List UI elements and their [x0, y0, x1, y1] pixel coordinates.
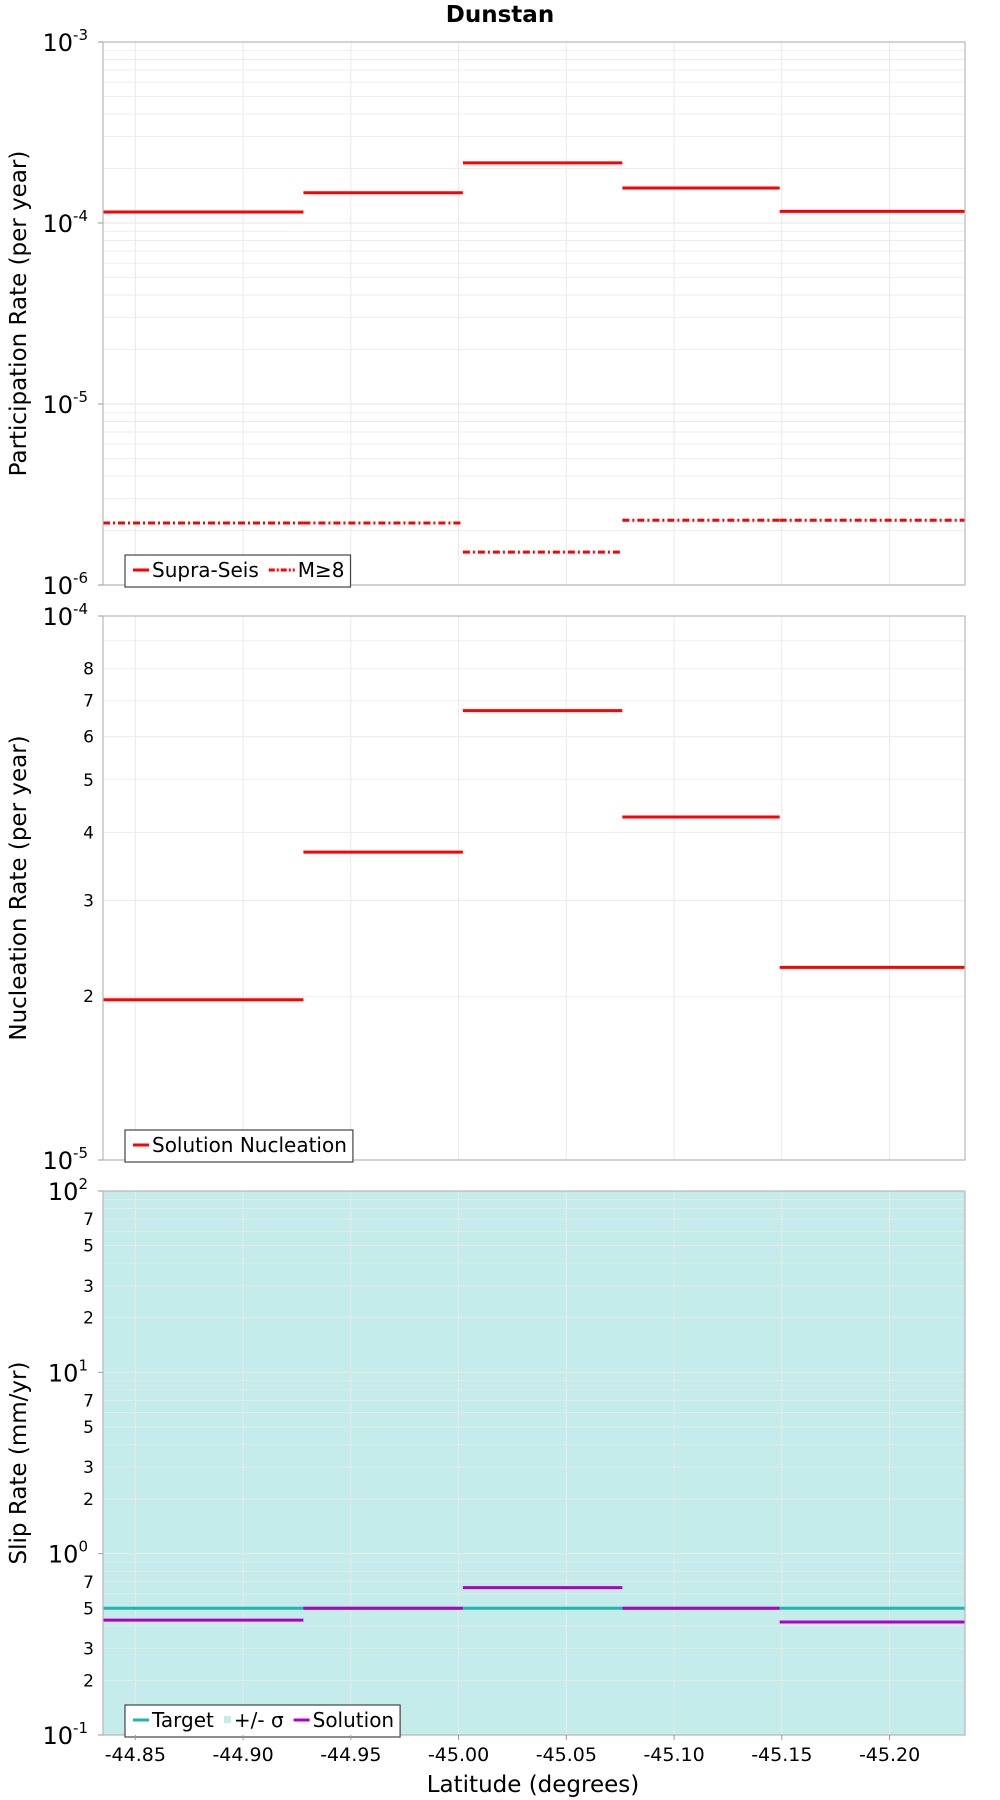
panel-slip: 102 101 100 10-1 7 5 3 2 7 5 3 2 7 5 3 2 Slip Rate (mm/y…	[6, 1175, 966, 1750]
y-tick-label: 10-5	[42, 1144, 88, 1175]
y-axis-label: Slip Rate (mm/yr)	[6, 1362, 32, 1565]
y-axis-label: Participation Rate (per year)	[6, 151, 32, 477]
plot-frame	[102, 1190, 966, 1736]
y-minor-tick-label: 7	[83, 1391, 94, 1411]
legend-box	[124, 1704, 401, 1738]
y-axis-label: Nucleation Rate (per year)	[6, 735, 32, 1040]
y-tick-label: 10-1	[42, 1719, 88, 1750]
x-tick-label: -44.85	[105, 1744, 166, 1766]
legend-swatch	[223, 1716, 231, 1723]
legend-item: +/- σ	[223, 1708, 284, 1732]
legend: Supra-Seis M≥8	[124, 554, 352, 588]
y-minor-tick-label: 5	[83, 771, 94, 791]
y-minor-tick-label: 7	[83, 1573, 94, 1593]
y-tick-label: 100	[48, 1538, 88, 1569]
x-axis-label: Latitude (degrees)	[427, 1772, 640, 1798]
x-tick-label: -45.05	[536, 1744, 597, 1766]
legend-item: Solution	[293, 1708, 394, 1732]
legend-item: Target	[133, 1708, 214, 1732]
y-minor-tick-label: 6	[83, 728, 94, 748]
x-tick-label: -44.95	[320, 1744, 381, 1766]
x-tick-label: -45.20	[859, 1744, 920, 1766]
plot-frame	[102, 41, 966, 586]
legend-label: M≥8	[298, 558, 345, 582]
panel-nucleation: 10-4 10-5 8 7 6 5 4 3 2 Nucleation Rate (per year…	[6, 600, 966, 1175]
legend-label: Solution	[313, 1708, 394, 1732]
plot-frame	[102, 615, 966, 1161]
y-tick-label: 101	[48, 1356, 88, 1387]
y-tick-label: 10-6	[42, 569, 88, 600]
y-tick-label: 10-4	[42, 207, 88, 238]
y-minor-tick-label: 7	[83, 1210, 94, 1230]
y-minor-tick-label: 4	[83, 823, 94, 843]
x-tick-label: -44.90	[212, 1744, 273, 1766]
legend-item: Supra-Seis	[133, 558, 259, 582]
legend-label: +/- σ	[234, 1708, 284, 1732]
legend-item: Solution Nucleation	[133, 1133, 347, 1157]
y-tick-label: 10-3	[42, 26, 88, 57]
y-minor-tick-label: 7	[83, 691, 94, 711]
legend-label: Solution Nucleation	[152, 1133, 347, 1157]
y-minor-tick-label: 2	[83, 1490, 94, 1510]
y-tick-label: 102	[48, 1175, 88, 1206]
y-minor-tick-label: 5	[83, 1599, 94, 1619]
legend-label: Target	[151, 1708, 214, 1732]
y-minor-tick-label: 2	[83, 1671, 94, 1691]
x-tick-label: -45.00	[428, 1744, 489, 1766]
legend: Solution Nucleation	[124, 1129, 354, 1163]
legend-box	[124, 554, 352, 588]
y-minor-tick-label: 3	[83, 1458, 94, 1478]
sigma-band	[103, 1191, 965, 1735]
legend-box	[124, 1129, 354, 1163]
y-tick-label: 10-5	[42, 388, 88, 419]
y-minor-tick-label: 2	[83, 987, 94, 1007]
legend-label: Supra-Seis	[152, 558, 259, 582]
x-tick-label: -45.15	[751, 1744, 812, 1766]
y-minor-tick-label: 2	[83, 1309, 94, 1329]
y-minor-tick-label: 5	[83, 1418, 94, 1438]
y-minor-tick-label: 3	[83, 1277, 94, 1297]
y-minor-tick-label: 5	[83, 1237, 94, 1257]
chart-title: Dunstan	[446, 2, 554, 28]
legend-item: M≥8	[268, 558, 345, 582]
y-minor-tick-label: 8	[83, 660, 94, 680]
y-tick-label: 10-4	[42, 600, 88, 631]
legend: Target +/- σ Solution	[124, 1704, 401, 1738]
y-minor-tick-label: 3	[83, 1639, 94, 1659]
x-tick-label: -45.10	[643, 1744, 704, 1766]
panel-participation: 10-3 10-4 10-5 10-6 Participation Rate (per …	[6, 26, 966, 600]
y-minor-tick-label: 3	[83, 891, 94, 911]
